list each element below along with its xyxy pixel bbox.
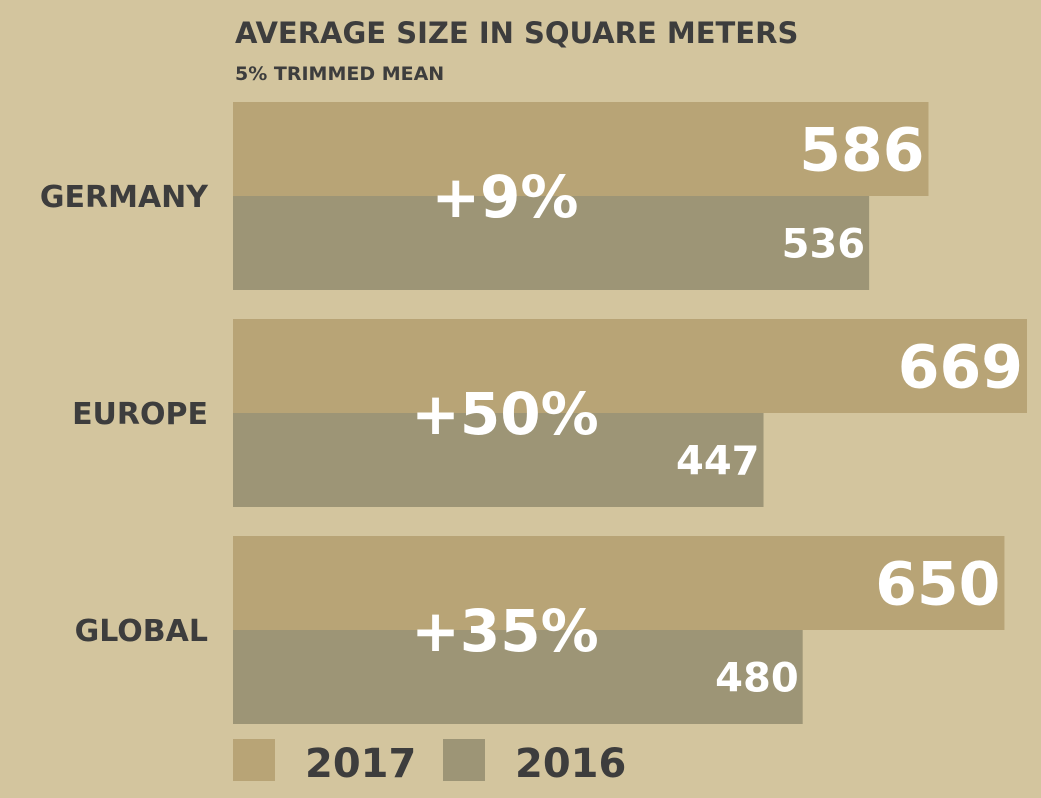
value-label-global-2016: 480 <box>715 655 799 701</box>
category-label-global: GLOBAL <box>75 614 208 649</box>
chart-subtitle: 5% TRIMMED MEAN <box>235 63 444 85</box>
change-label-germany: +9% <box>431 163 578 231</box>
bar-europe-2016 <box>233 413 764 507</box>
bar-europe-2017 <box>233 319 1027 413</box>
bar-germany-2016 <box>233 196 870 290</box>
bar-group-germany: 586 536 GERMANY +9% <box>40 102 929 290</box>
legend-swatch-2016 <box>443 739 485 781</box>
bar-global-2017 <box>233 536 1005 630</box>
bar-global-2016 <box>233 630 803 724</box>
category-label-germany: GERMANY <box>40 180 209 215</box>
legend-label-2016: 2016 <box>515 741 626 787</box>
change-label-europe: +50% <box>411 380 598 448</box>
legend-swatch-2017 <box>233 739 275 781</box>
bars-group: 586 536 GERMANY +9% 669 447 EUROPE +50% 650 480 GL… <box>40 102 1027 724</box>
legend-label-2017: 2017 <box>305 741 416 787</box>
change-label-global: +35% <box>411 597 598 665</box>
chart-title: AVERAGE SIZE IN SQUARE METERS <box>235 16 798 50</box>
category-label-europe: EUROPE <box>72 397 208 432</box>
legend: 2017 2016 <box>233 739 626 787</box>
bar-group-europe: 669 447 EUROPE +50% <box>72 319 1027 507</box>
value-label-europe-2017: 669 <box>898 333 1023 403</box>
bar-germany-2017 <box>233 102 929 196</box>
value-label-germany-2016: 536 <box>782 221 866 267</box>
bar-group-global: 650 480 GLOBAL +35% <box>75 536 1005 724</box>
value-label-germany-2017: 586 <box>799 116 924 186</box>
value-label-global-2017: 650 <box>875 550 1000 620</box>
value-label-europe-2016: 447 <box>676 438 760 484</box>
